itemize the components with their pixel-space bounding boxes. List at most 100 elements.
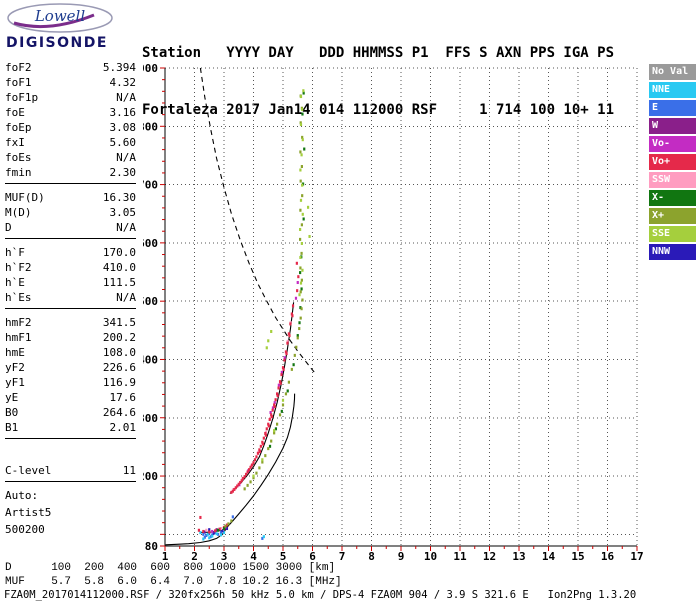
scatter-series-x+ xyxy=(224,94,304,528)
parameter-label: fxI xyxy=(5,136,25,149)
legend-item-nne: NNE xyxy=(649,82,696,98)
parameter-value: 4.32 xyxy=(109,76,137,89)
legend-item-w: W xyxy=(649,118,696,134)
autoscaling-info-line: Artist5 xyxy=(5,506,52,519)
parameter-row: yF2 226.6 xyxy=(5,360,136,375)
parameter-row: M(D) 3.05 xyxy=(5,205,136,220)
legend-item-x+: X+ xyxy=(649,208,696,224)
x-tick-label: 5 xyxy=(280,550,287,563)
parameter-row: hmE 108.0 xyxy=(5,345,136,360)
x-tick-label: 14 xyxy=(542,550,556,563)
parameter-value: 264.6 xyxy=(102,406,136,419)
parameter-row: foF1 4.32 xyxy=(5,75,136,90)
parameter-value: N/A xyxy=(116,221,136,234)
parameter-value: 3.05 xyxy=(109,206,137,219)
parameter-row: B0 264.6 xyxy=(5,405,136,420)
parameter-row: h`F 170.0 xyxy=(5,245,136,260)
legend-item-sse: SSE xyxy=(649,226,696,242)
y-tick-label: 80 xyxy=(145,540,158,553)
parameter-value: 11 xyxy=(122,464,136,477)
parameter-value: N/A xyxy=(116,91,136,104)
parameter-value: 111.5 xyxy=(102,276,136,289)
x-tick-label: 7 xyxy=(339,550,346,563)
x-tick-label: 1 xyxy=(162,550,169,563)
autoscaling-info-line: 500200 xyxy=(5,523,45,536)
x-tick-label: 12 xyxy=(483,550,496,563)
station-header: Station YYYY DAY DDD HHMMSS P1 FFS S AXN… xyxy=(142,6,614,139)
scatter-series-ssw xyxy=(205,321,292,532)
x-tick-label: 6 xyxy=(309,550,316,563)
parameter-row: foE 3.16 xyxy=(5,105,136,120)
parameter-value: 341.5 xyxy=(102,316,136,329)
parameter-label: h`Es xyxy=(5,291,32,304)
parameter-row: MUF(D) 16.30 xyxy=(5,190,136,205)
logo-digisonde-text: DIGISONDE xyxy=(6,35,108,51)
logo-lowell-text: Lowell xyxy=(34,7,86,25)
parameter-label: yE xyxy=(5,391,19,404)
x-tick-label: 17 xyxy=(630,550,643,563)
scatter-series-nne xyxy=(199,531,265,541)
parameter-label: hmF1 xyxy=(5,331,32,344)
parameter-value: N/A xyxy=(116,151,136,164)
parameter-row: foF1p N/A xyxy=(5,90,136,105)
legend-item-x-: X- xyxy=(649,190,696,206)
legend-item-no-val: No Val xyxy=(649,64,696,80)
y-tick-label: 400 xyxy=(143,353,158,366)
parameter-label: hmE xyxy=(5,346,25,359)
grid-lines xyxy=(165,67,638,546)
axes xyxy=(164,68,637,547)
logo-swoosh xyxy=(13,13,95,29)
y-tick-label: 900 xyxy=(143,62,158,75)
header-values-row: Fortaleza 2017 Jan14 014 112000 RSF 1 71… xyxy=(142,102,615,118)
axis-ticks xyxy=(160,67,638,551)
x-tick-label: 13 xyxy=(512,550,525,563)
logo-oval xyxy=(7,3,113,33)
y-tick-label: 500 xyxy=(143,295,158,308)
parameter-row: foEs N/A xyxy=(5,150,136,165)
parameter-panel: foF2 5.394 foF1 4.32 foF1p N/A foE 3.16 foEp 3.08… xyxy=(5,60,136,537)
parameter-label: D xyxy=(5,221,12,234)
parameter-value: 2.30 xyxy=(109,166,137,179)
parameter-label: h`E xyxy=(5,276,25,289)
scatter-series-nnw xyxy=(203,527,229,535)
file-info-footer: FZA0M_2017014112000.RSF / 320fx256h 50 k… xyxy=(4,589,637,601)
parameter-label: yF1 xyxy=(5,376,25,389)
x-tick-label: 8 xyxy=(368,550,375,563)
parameter-label: B1 xyxy=(5,421,19,434)
parameter-label: yF2 xyxy=(5,361,25,374)
trace-fit-F-line xyxy=(229,302,295,494)
parameter-value: 226.6 xyxy=(102,361,136,374)
legend-item-vo-: Vo- xyxy=(649,136,696,152)
axis-labels: 1234567891011121314151617900800700600500… xyxy=(138,62,644,563)
parameter-value: 3.08 xyxy=(109,121,137,134)
muf-transmission-curve-line xyxy=(199,67,316,374)
parameter-row: yF1 116.9 xyxy=(5,375,136,390)
header-fields-row: Station YYYY DAY DDD HHMMSS P1 FFS S AXN… xyxy=(142,45,615,61)
parameter-value: 116.9 xyxy=(102,376,136,389)
autoscaling-info-line: Auto: xyxy=(5,489,39,502)
parameter-value: 3.16 xyxy=(109,106,137,119)
parameter-value: 17.6 xyxy=(109,391,137,404)
parameter-group: foF2 5.394 foF1 4.32 foF1p N/A foE 3.16 foEp 3.08… xyxy=(5,60,136,184)
parameter-value: 5.394 xyxy=(102,61,136,74)
parameter-row: yE 17.6 xyxy=(5,390,136,405)
ionogram-chart: 1234567891011121314151617900800700600500… xyxy=(138,62,644,563)
parameter-row: hmF2 341.5 xyxy=(5,315,136,330)
parameter-label: foEs xyxy=(5,151,32,164)
parameter-label: B0 xyxy=(5,406,19,419)
parameter-value: 410.0 xyxy=(102,261,136,274)
scatter-series-sse xyxy=(252,89,311,478)
parameter-row: fxI 5.60 xyxy=(5,135,136,150)
parameter-row: B1 2.01 xyxy=(5,420,136,435)
parameter-group: MUF(D) 16.30 M(D) 3.05 D N/A xyxy=(5,190,136,239)
direction-legend: No Val NNE E W Vo- Vo+ SSW X- X+ SSE NNW xyxy=(649,64,696,262)
true-height-profile-line xyxy=(165,393,296,546)
y-tick-label: 700 xyxy=(143,179,158,192)
parameter-label: foE xyxy=(5,106,25,119)
parameter-label: MUF(D) xyxy=(5,191,45,204)
parameter-row: fmin 2.30 xyxy=(5,165,136,180)
x-tick-label: 4 xyxy=(250,550,257,563)
x-tick-label: 10 xyxy=(424,550,437,563)
parameter-value: 5.60 xyxy=(109,136,137,149)
